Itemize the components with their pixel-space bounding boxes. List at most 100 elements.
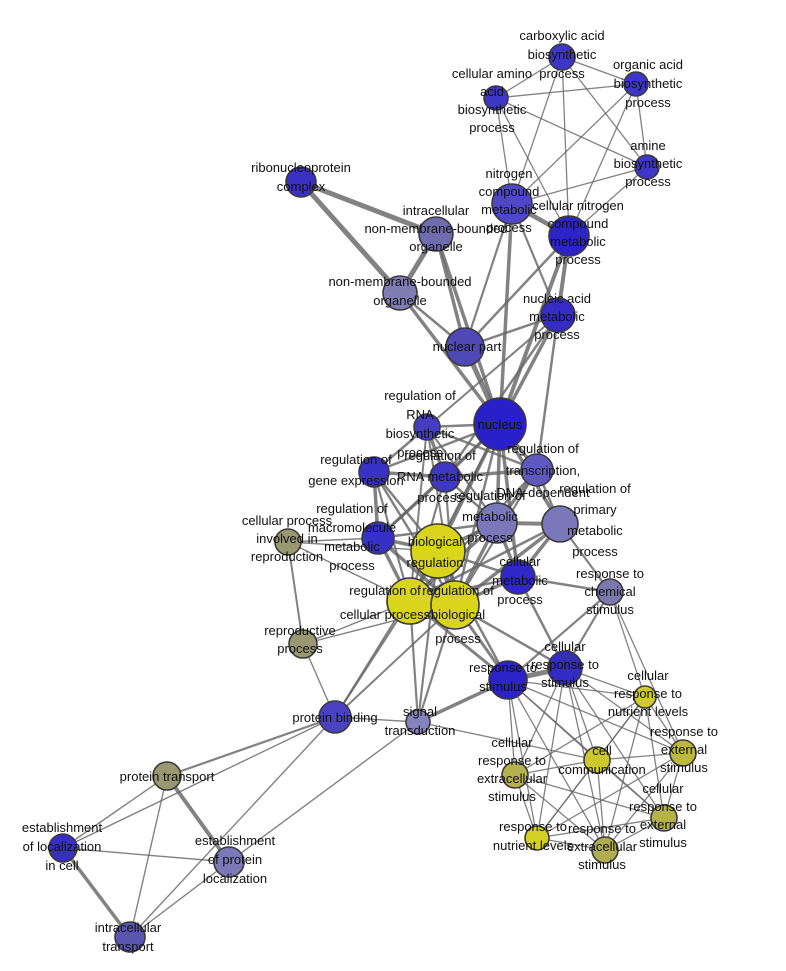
graph-node-n40[interactable]: [213, 846, 245, 878]
graph-node-n26[interactable]: [596, 578, 624, 606]
graph-edge-n36-n41: [129, 716, 336, 938]
graph-node-label-n10: nucleic acid metabolic process: [523, 291, 591, 342]
graph-edge-n40-n41: [129, 861, 230, 938]
graph-node-label-n31: cell communication: [558, 743, 645, 777]
graph-node-n23[interactable]: [430, 580, 480, 630]
graph-node-n16[interactable]: [358, 456, 390, 488]
graph-node-n1[interactable]: [548, 43, 576, 71]
graph-edge-n30-n31: [596, 752, 684, 761]
graph-edge-n31-n33: [596, 759, 665, 819]
graph-node-label-n29: cellular response to nutrient levels: [608, 668, 689, 719]
graph-edge-n36-n39: [62, 716, 336, 849]
graph-edge-n2-n6: [568, 83, 637, 237]
graph-node-label-n17: regulation of macromolecule metabolic proce…: [308, 501, 396, 573]
graph-edge-n28-n29: [507, 679, 646, 698]
graph-node-label-n40: establishment of protein localization: [195, 833, 276, 886]
graph-node-n21[interactable]: [500, 559, 536, 595]
graph-node-n36[interactable]: [318, 700, 352, 734]
graph-edge-n26-n28: [507, 591, 611, 681]
graph-edge-n33-n34: [536, 817, 665, 839]
graph-node-n6[interactable]: [548, 215, 590, 257]
graph-node-label-n32: cellular response to extracellular stimulus: [477, 735, 548, 804]
graph-edge-n3-n6: [495, 97, 570, 237]
graph-node-label-n11: nuclear part: [433, 339, 502, 354]
graph-node-label-n23: regulation of biological process: [422, 583, 494, 646]
graph-node-n35[interactable]: [591, 836, 619, 864]
graph-edge-n26-n30: [609, 591, 684, 754]
graph-node-n8[interactable]: [418, 216, 454, 252]
graph-node-n25[interactable]: [288, 629, 318, 659]
graph-node-n24[interactable]: [274, 528, 302, 556]
graph-node-label-n16: regulation of gene expression: [308, 452, 403, 488]
graph-node-n38[interactable]: [152, 761, 182, 791]
graph-edge-n2-n5: [511, 83, 637, 205]
graph-node-label-n24: cellular process involved in reproduction: [242, 513, 333, 564]
graph-edge-n19-n22: [409, 522, 561, 603]
graph-node-n30[interactable]: [669, 739, 697, 767]
graph-edge-n36-n38: [166, 715, 336, 778]
graph-edge-n10-n15: [443, 314, 560, 478]
graph-edge-n27-n33: [564, 667, 665, 819]
graph-node-n18[interactable]: [476, 502, 518, 544]
graph-node-label-n6: cellular nitrogen compound metabolic proces…: [532, 198, 624, 267]
graph-edge-n38-n40: [165, 774, 231, 864]
graph-edge-n20-n37: [416, 550, 440, 723]
graph-node-n39[interactable]: [48, 833, 78, 863]
graph-node-n33[interactable]: [650, 804, 678, 832]
graph-node-n15[interactable]: [429, 461, 461, 493]
graph-node-n12[interactable]: [473, 397, 527, 451]
graph-node-label-n38: protein transport: [120, 769, 215, 784]
graph-edge-n29-n32: [514, 696, 646, 776]
graph-edge-n30-n34: [536, 752, 684, 839]
graph-node-n14[interactable]: [520, 453, 554, 487]
graph-node-label-n21: cellular metabolic process: [492, 554, 548, 607]
graph-edge-n38-n41: [129, 775, 168, 938]
graph-node-n4[interactable]: [634, 154, 660, 180]
graph-node-n29[interactable]: [633, 685, 657, 709]
graph-node-n31[interactable]: [583, 746, 611, 774]
graph-edge-n31-n34: [536, 759, 598, 839]
graph-node-n41[interactable]: [114, 921, 146, 953]
graph-node-n37[interactable]: [405, 709, 431, 735]
graph-edge-n32-n35: [514, 774, 606, 851]
graph-node-n32[interactable]: [501, 761, 529, 789]
graph-edge-n10-n14: [535, 314, 560, 471]
graph-edge-n39-n41: [61, 846, 132, 939]
graph-node-label-n20: biological regulation: [406, 534, 463, 570]
graph-node-label-n1: carboxylic acid biosynthetic process: [519, 28, 604, 81]
graph-edge-n27-n30: [564, 667, 684, 754]
graph-node-n13[interactable]: [413, 413, 441, 441]
graph-node-label-n22: regulation of cellular process: [340, 583, 431, 622]
graph-node-n7[interactable]: [285, 166, 317, 198]
label-layer: carboxylic acid biosynthetic processorgani…: [22, 28, 718, 954]
graph-node-label-n13: regulation of RNA biosynthetic process: [384, 388, 456, 460]
graph-edge-n2-n4: [635, 83, 648, 168]
graph-edge-n1-n5: [511, 56, 563, 205]
graph-node-n27[interactable]: [547, 650, 583, 686]
graph-node-n3[interactable]: [483, 85, 509, 111]
graph-node-label-n37: signal transduction: [385, 704, 456, 738]
graph-edge-n7-n8: [300, 179, 437, 237]
graph-edge-n40-n37: [228, 721, 419, 863]
graph-node-n5[interactable]: [491, 183, 533, 225]
graph-node-label-n2: organic acid biosynthetic process: [613, 57, 683, 110]
graph-node-n34[interactable]: [524, 825, 550, 851]
graph-node-n17[interactable]: [361, 521, 395, 555]
edge-layer: [61, 56, 684, 939]
graph-node-n20[interactable]: [410, 523, 466, 579]
graph-edge-n28-n35: [507, 679, 606, 851]
graph-node-n11[interactable]: [445, 327, 485, 367]
graph-node-n28[interactable]: [488, 660, 528, 700]
graph-node-label-n26: response to chemical stimulus: [576, 566, 644, 617]
graph-edge-n6-n12: [498, 235, 571, 425]
graph-node-label-n9: non-membrane-bounded organelle: [328, 274, 471, 308]
graph-edge-n31-n35: [596, 759, 606, 851]
graph-node-n9[interactable]: [382, 275, 418, 311]
graph-edge-n4-n5: [511, 166, 648, 205]
graph-node-n2[interactable]: [623, 71, 649, 97]
graph-edge-n13-n14: [426, 425, 538, 472]
graph-node-n10[interactable]: [540, 297, 576, 333]
graph-edge-n29-n35: [604, 696, 646, 851]
graph-node-n19[interactable]: [541, 505, 579, 543]
